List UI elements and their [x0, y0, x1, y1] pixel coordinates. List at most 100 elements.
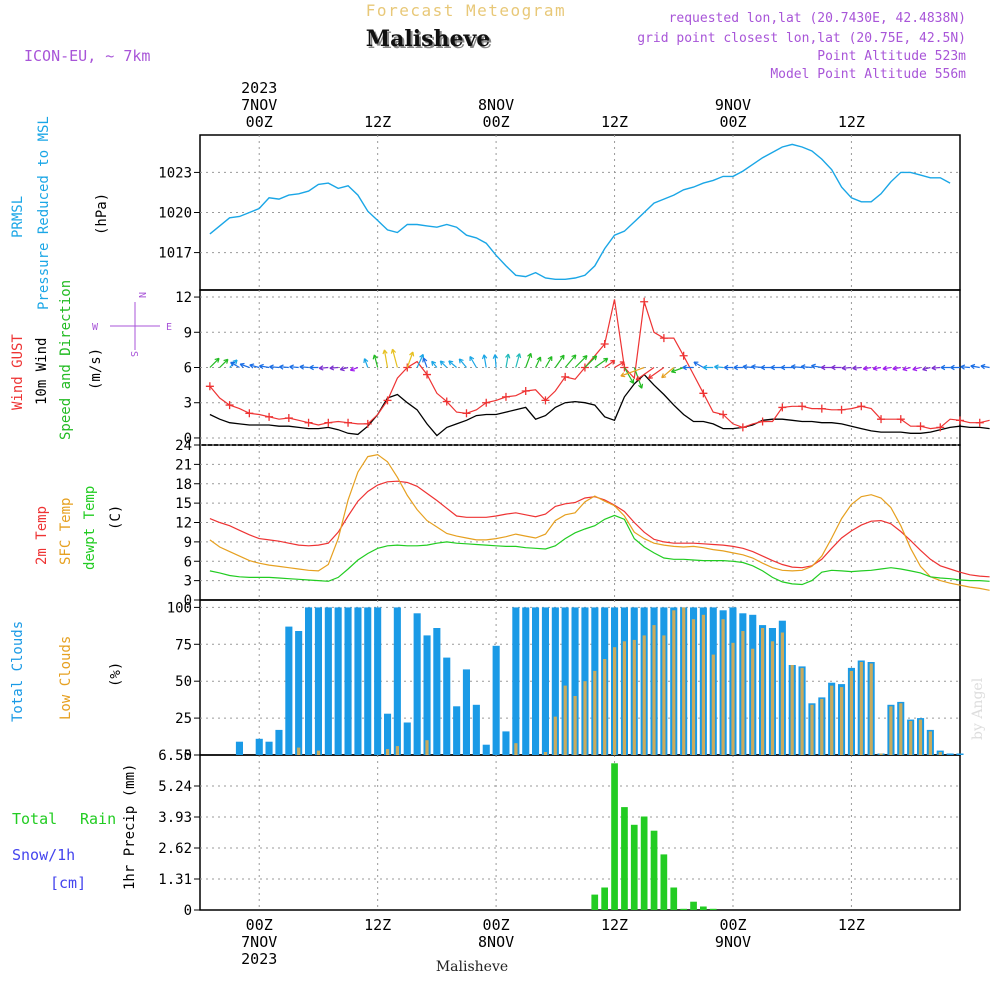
sfc-temp-label: SFC Temp [58, 498, 74, 565]
compass-w: W [92, 322, 99, 333]
clouds-unit: (%) [108, 662, 124, 687]
gust-marker [916, 422, 925, 431]
wind-direction-arrow [594, 357, 609, 368]
total-cloud-bar [472, 704, 480, 755]
low-cloud-bar [721, 619, 725, 755]
total-cloud-bar [532, 607, 540, 755]
wind-direction-arrow [604, 359, 616, 368]
y-tick-label: 1.31 [158, 872, 192, 888]
wind-direction-arrow [515, 353, 522, 368]
y-tick-label: 75 [175, 637, 192, 653]
wind-direction-arrow [714, 364, 724, 370]
top-time-label: 8NOV [478, 96, 514, 114]
wind-direction-arrow [469, 355, 477, 368]
precip-bar [591, 894, 599, 910]
gust-marker [877, 415, 886, 424]
low-cloud-bar [553, 716, 557, 755]
y-tick-label: 1023 [158, 165, 192, 181]
wind-direction-arrow [339, 366, 349, 372]
low-cloud-bar [889, 706, 893, 755]
total-cloud-bar [393, 607, 401, 755]
low-cloud-bar [573, 696, 577, 755]
gust-marker [699, 389, 708, 398]
gust-marker [936, 423, 945, 432]
compass-n: N [136, 292, 147, 298]
wind-direction-arrow [259, 363, 270, 370]
clouds-panel-frame [199, 599, 961, 756]
bottom-time-label: 00Z [483, 916, 510, 934]
low-cloud-bar [701, 614, 705, 755]
top-time-label: 7NOV [241, 96, 277, 114]
gust-marker [798, 402, 807, 411]
wind-direction-arrow [458, 358, 467, 368]
gust-marker [640, 297, 649, 306]
wind-direction-arrow [544, 355, 553, 368]
wind-direction-arrow [620, 366, 645, 378]
low-cloud-bar [514, 743, 518, 755]
top-time-label: 12Z [364, 113, 391, 131]
wind-direction-arrow [382, 349, 389, 368]
y-tick-label: 50 [175, 674, 192, 690]
low-cloud-bar [662, 635, 666, 755]
point-altitude: Point Altitude 523m [817, 49, 966, 64]
gust-marker [442, 397, 451, 406]
y-tick-label: 0 [184, 431, 192, 447]
top-time-label: 2023 [241, 79, 277, 97]
total-cloud-bar [956, 753, 964, 755]
gust-marker [561, 372, 570, 381]
bottom-time-label: 7NOV [241, 933, 277, 951]
low-cloud-bar [830, 685, 834, 755]
bottom-time-label: 8NOV [478, 933, 514, 951]
total-cloud-bar [364, 607, 372, 755]
wind-unit: (m/s) [88, 348, 104, 390]
wind-direction-arrow [780, 364, 793, 371]
wind-direction-arrow [647, 367, 665, 379]
low-cloud-bar [691, 619, 696, 755]
precip-bar [650, 830, 658, 910]
precip-bar [660, 854, 668, 910]
low-cloud-bar [316, 750, 321, 755]
low-cloud-bar [770, 641, 775, 755]
top-time-label: 12Z [601, 113, 628, 131]
y-tick-label: 21 [175, 457, 192, 473]
wind-direction-arrow [723, 364, 733, 371]
total-cloud-bar [344, 607, 352, 755]
wind-direction-arrow [811, 363, 822, 369]
gust-marker [679, 351, 688, 360]
total-cloud-bar [324, 607, 332, 755]
total-cloud-bar [235, 741, 243, 755]
total-cloud-bar [502, 731, 510, 755]
gust-marker [956, 416, 964, 425]
total-cloud-bar [946, 753, 954, 755]
wind-direction-arrow [950, 364, 960, 371]
total-cloud-bar [334, 607, 342, 755]
low-cloud-bar [583, 681, 587, 755]
temp2m-label: 2m Temp [34, 506, 50, 565]
gust-marker [541, 396, 550, 405]
gust-marker [837, 405, 846, 414]
gust-marker [304, 418, 313, 427]
bottom-time-label: 2023 [241, 950, 277, 968]
wind-direction-arrow [831, 364, 842, 371]
y-tick-label: 0 [184, 593, 192, 609]
prmsl-line [209, 143, 951, 280]
low-cloud-bar [297, 747, 301, 755]
pressure-labels: PRMSL Pressure Reduced to MSL (hPa) [10, 116, 110, 310]
y-tick-label: 5.24 [158, 779, 192, 795]
total-cloud-bar [443, 657, 451, 755]
y-tick-label: 9 [184, 325, 192, 341]
gust-marker [344, 418, 353, 427]
y-tick-label: 6 [184, 361, 192, 377]
low-cloud-bar [928, 731, 932, 755]
wind-direction-arrow [635, 367, 655, 381]
total-cloud-bar [541, 607, 549, 755]
gust-marker [363, 419, 372, 428]
precip-bar [670, 887, 678, 910]
gust-marker [778, 403, 787, 412]
total-clouds-label: Total Clouds [10, 621, 26, 722]
precip-bar [700, 906, 707, 910]
wind-direction-arrow [299, 364, 309, 370]
low-cloud-bar [593, 670, 597, 755]
